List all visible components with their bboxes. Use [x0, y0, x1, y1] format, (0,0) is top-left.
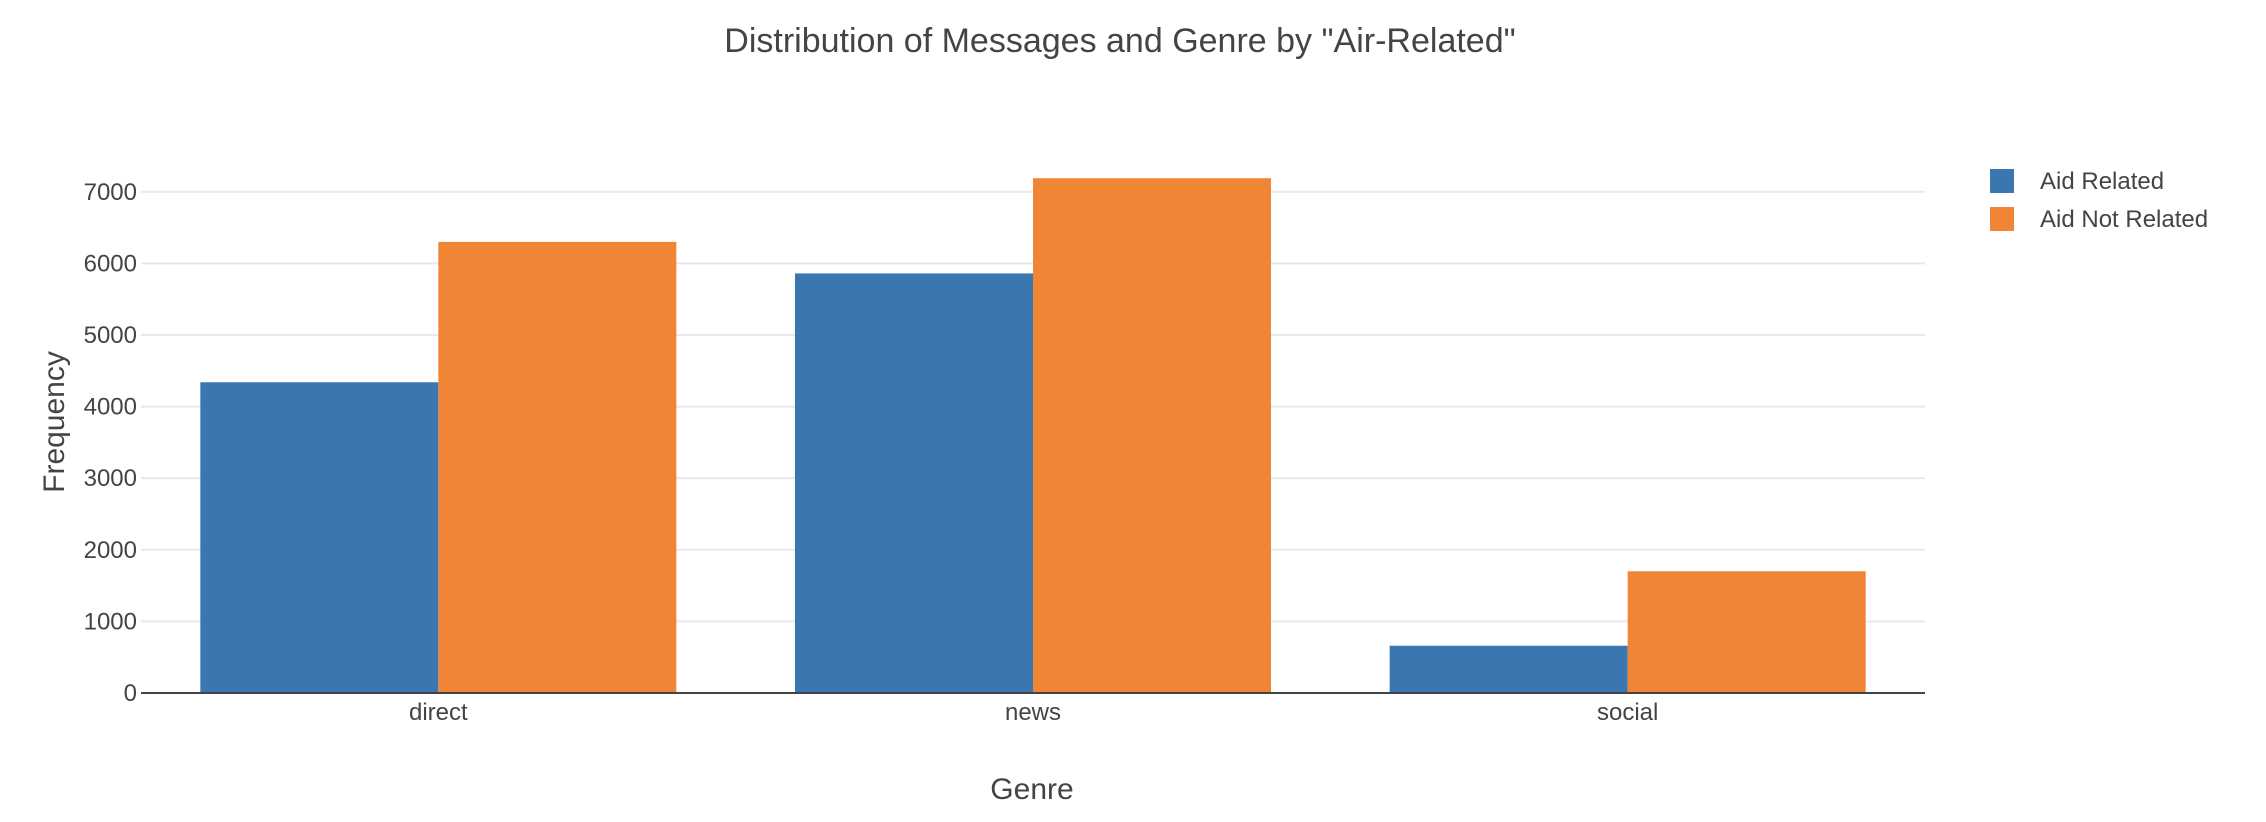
x-axis-ticks: direct news social — [409, 699, 1658, 726]
y-tick-label: 4000 — [84, 394, 137, 421]
y-axis-ticks: 0 1000 2000 3000 4000 5000 6000 7000 — [84, 179, 137, 707]
bar-aid-related-social — [1389, 645, 1628, 693]
legend-label: Aid Not Related — [2040, 206, 2208, 233]
x-tick-label: social — [1597, 699, 1658, 726]
y-tick-label: 7000 — [84, 179, 137, 206]
y-tick-label: 2000 — [84, 537, 137, 564]
x-tick-label: direct — [409, 699, 468, 726]
legend-swatch — [1990, 207, 2014, 231]
y-tick-label: 6000 — [84, 250, 137, 277]
x-tick-label: news — [1005, 699, 1061, 726]
y-tick-label: 0 — [124, 680, 137, 707]
bar-aid-not-related-social — [1627, 571, 1866, 693]
legend-label: Aid Related — [2040, 168, 2164, 195]
bar-aid-related-direct — [200, 382, 439, 693]
bars — [200, 178, 1866, 694]
legend-swatch — [1990, 169, 2014, 193]
bar-aid-not-related-news — [1033, 178, 1271, 694]
bar-aid-related-news — [795, 273, 1033, 693]
y-tick-label: 3000 — [84, 465, 137, 492]
y-axis-title: Frequency — [38, 351, 71, 493]
x-axis-title: Genre — [990, 773, 1073, 806]
legend: Aid Related Aid Not Related — [1990, 168, 2208, 233]
y-tick-label: 1000 — [84, 608, 137, 635]
bar-aid-not-related-direct — [438, 241, 677, 694]
chart-title: Distribution of Messages and Genre by "A… — [724, 22, 1515, 60]
y-tick-label: 5000 — [84, 322, 137, 349]
